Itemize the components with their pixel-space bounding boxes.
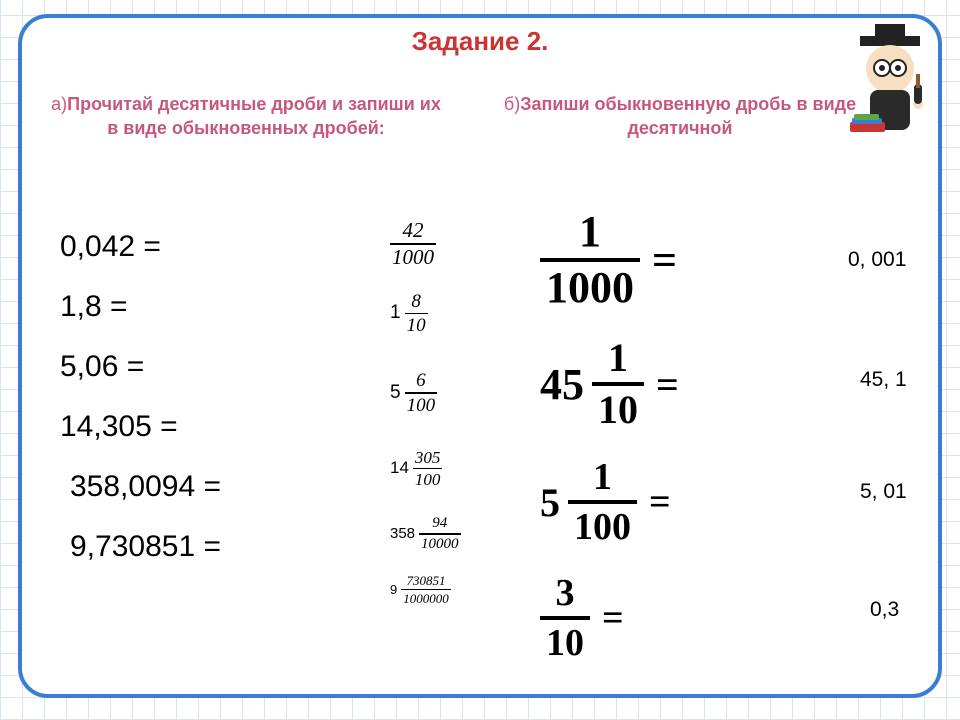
- subtitle-b: б)Запиши обыкновенную дробь в виде десят…: [500, 92, 860, 141]
- fraction-item: 14 305100: [390, 449, 461, 489]
- problems-column: 11000 = 45 110 = 5 1100 = 310 =: [540, 210, 679, 690]
- subtitle-a-prefix: а): [51, 94, 67, 114]
- decimal-item: 9,730851 =: [60, 530, 221, 564]
- fraction-item: 421000: [390, 220, 461, 268]
- subtitle-b-prefix: б): [504, 94, 520, 114]
- decimal-answer: 0, 001: [848, 248, 906, 272]
- decimal-answer: 5, 01: [860, 480, 907, 504]
- subtitle-a: а)Прочитай десятичные дроби и запиши их …: [46, 92, 446, 141]
- decimals-column: 0,042 = 1,8 = 5,06 = 14,305 = 358,0094 =…: [60, 230, 221, 590]
- problem-item: 5 1100 =: [540, 458, 679, 546]
- decimal-answer: 0,3: [870, 598, 899, 622]
- decimal-item: 1,8 =: [60, 290, 221, 324]
- fraction-answers-column: 421000 1 810 5 6100 14 305100 358 941000…: [390, 220, 461, 605]
- subtitle-b-text: Запиши обыкновенную дробь в виде десятич…: [520, 94, 856, 138]
- problem-item: 11000 =: [540, 210, 679, 310]
- decimal-item: 14,305 =: [60, 410, 221, 444]
- fraction-item: 9 7308511000000: [390, 574, 461, 606]
- fraction-item: 1 810: [390, 292, 461, 336]
- fraction-item: 5 6100: [390, 371, 461, 415]
- problem-item: 310 =: [540, 574, 679, 662]
- task-title: Задание 2.: [412, 26, 549, 57]
- decimal-answer: 45, 1: [860, 368, 907, 392]
- fraction-item: 358 9410000: [390, 516, 461, 552]
- problem-item: 45 110 =: [540, 338, 679, 430]
- subtitle-a-text: Прочитай десятичные дроби и запиши их в …: [67, 94, 441, 138]
- decimal-item: 0,042 =: [60, 230, 221, 264]
- decimal-item: 358,0094 =: [60, 470, 221, 504]
- decimal-item: 5,06 =: [60, 350, 221, 384]
